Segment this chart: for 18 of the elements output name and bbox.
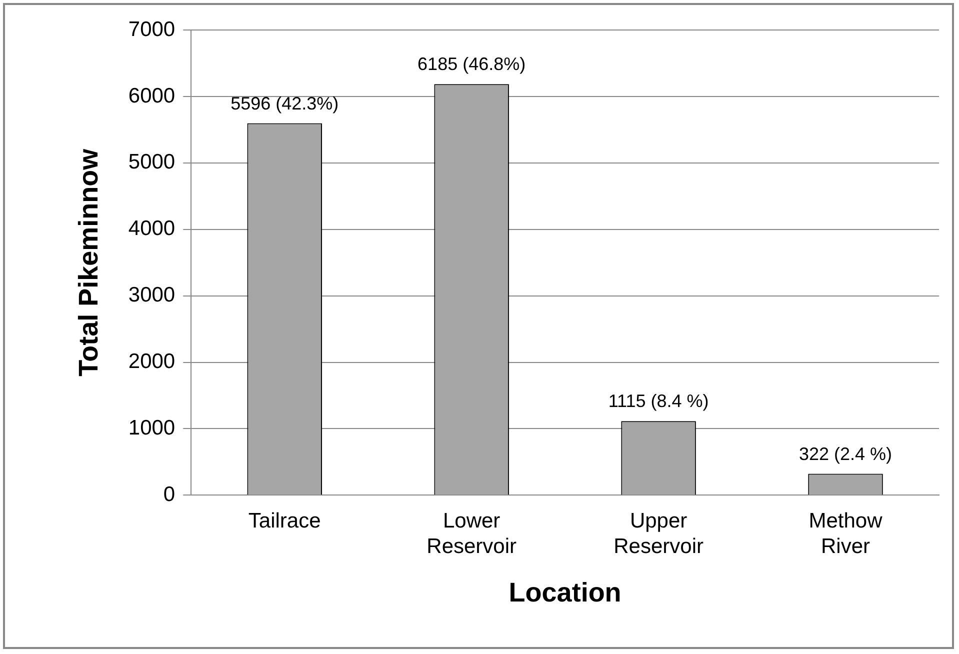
y-tick-label: 6000 [128, 84, 176, 108]
x-tick-label: Lower Reservoir [426, 510, 517, 558]
y-tick-label: 7000 [128, 18, 176, 41]
x-tick-label: Tailrace [248, 510, 321, 533]
x-axis-title: Location [508, 577, 622, 608]
y-tick-label: 4000 [128, 217, 176, 240]
y-tick-label: 0 [163, 482, 176, 506]
y-tick-label: 2000 [128, 350, 176, 374]
y-tick-label: 3000 [128, 284, 176, 307]
x-tick-label: Methow River [808, 510, 884, 558]
y-tick-label: 1000 [128, 416, 176, 440]
data-label: 6185 (46.8%) [418, 54, 526, 74]
data-label: 5596 (42.3%) [230, 93, 339, 114]
y-axis-title: Total Pikeminnow [74, 148, 104, 376]
y-tick-label: 5000 [128, 150, 176, 174]
x-tick-label: Upper Reservoir [614, 510, 704, 558]
data-label: 1115 (8.4 %) [608, 391, 709, 412]
data-label: 322 (2.4 %) [798, 444, 892, 464]
